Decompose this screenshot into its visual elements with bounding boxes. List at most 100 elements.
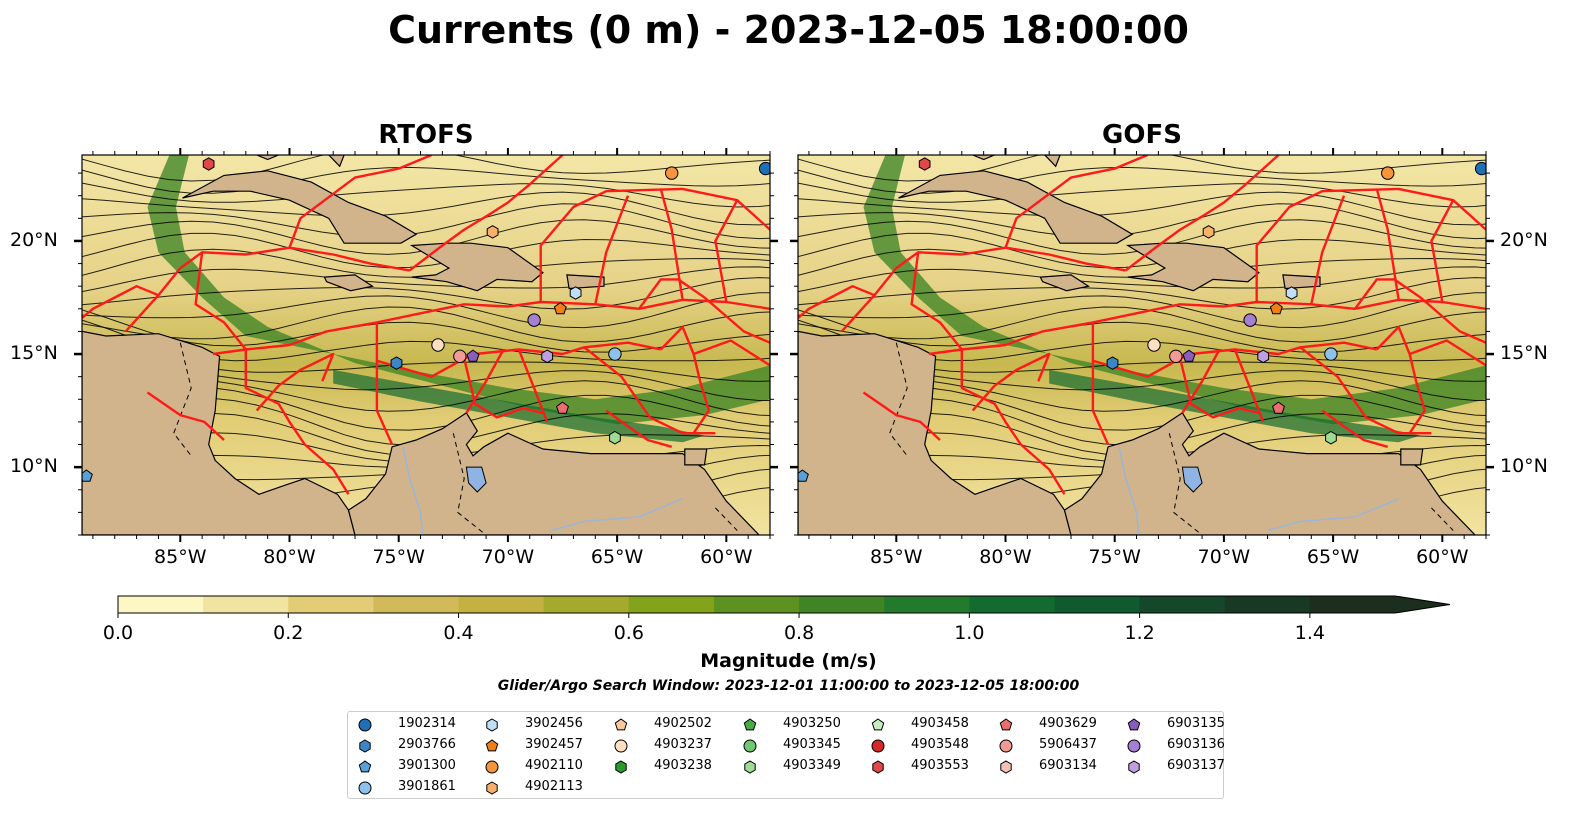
legend-marker-icon — [486, 781, 498, 795]
streamline — [82, 203, 770, 240]
border-line — [452, 433, 487, 535]
float-marker — [665, 166, 679, 180]
legend-marker — [1127, 739, 1141, 753]
legend-label: 4903458 — [911, 716, 969, 731]
colorbar-label: Magnitude (m/s) — [700, 650, 877, 672]
colorbar-segment — [543, 596, 630, 613]
colorbar-tick-label: 1.0 — [954, 622, 985, 644]
streamline — [82, 232, 770, 269]
legend-marker-icon — [614, 718, 628, 731]
land-cuba — [182, 170, 418, 244]
legend-label: 1902314 — [398, 716, 456, 731]
streamline — [82, 277, 770, 310]
streamline — [798, 266, 1486, 293]
eez-boundary — [1233, 349, 1265, 423]
legend-label: 4903629 — [1039, 716, 1097, 731]
legend-label: 3901861 — [398, 779, 456, 794]
border-line — [1168, 433, 1203, 535]
float-marker — [431, 338, 445, 352]
colorbar-tick-label: 0.0 — [102, 622, 134, 644]
legend-label: 6903136 — [1167, 737, 1225, 752]
eez-boundary — [659, 325, 710, 434]
legend-marker — [485, 739, 499, 752]
legend-marker — [1000, 760, 1012, 774]
eez-boundary — [82, 285, 159, 319]
legend-marker-icon — [744, 760, 756, 774]
colorbar-segment — [884, 596, 970, 613]
streamline — [82, 191, 770, 226]
eez-boundary — [693, 339, 770, 367]
legend-marker-icon — [359, 739, 371, 753]
legend-marker — [485, 760, 499, 774]
legend-marker-icon — [999, 718, 1013, 731]
legend-marker — [615, 760, 627, 774]
eez-boundary — [463, 358, 544, 419]
legend-marker — [871, 718, 885, 731]
colorbar-segment — [203, 596, 289, 613]
legend-marker-icon — [743, 739, 757, 753]
streamline — [798, 191, 1486, 226]
float-marker — [1285, 286, 1298, 300]
legend-label: 5906437 — [1039, 737, 1097, 752]
legend-label: 4903548 — [911, 737, 969, 752]
colorbar-tick-label: 0.8 — [783, 622, 815, 644]
river — [551, 498, 683, 532]
eez-boundary — [1375, 188, 1400, 300]
float-marker — [1147, 338, 1161, 352]
legend-marker-icon — [485, 760, 499, 774]
legend-marker-icon — [486, 718, 498, 732]
land-jamaica — [1039, 274, 1091, 292]
lat-tick-label: 20°N — [1500, 228, 1548, 251]
current-band — [863, 155, 1486, 425]
land-florida_tip — [972, 155, 995, 161]
land-jamaica — [323, 274, 375, 292]
streamline — [82, 155, 770, 182]
eez-boundary — [1124, 155, 1280, 272]
lat-tick-label: 10°N — [1500, 455, 1548, 478]
lat-tick-label: 15°N — [10, 342, 58, 365]
land-puertorico — [566, 274, 605, 290]
legend-marker — [872, 760, 884, 774]
eez-boundary — [960, 349, 1066, 495]
legend-label: 4902113 — [525, 779, 583, 794]
float-marker — [918, 157, 931, 171]
colorbar-tick-label: 1.4 — [1294, 622, 1325, 644]
eez-boundary — [1181, 348, 1221, 414]
colorbar-segment — [969, 596, 1055, 613]
river — [1267, 498, 1399, 532]
legend-marker-icon — [358, 760, 372, 773]
float-marker — [1169, 349, 1183, 364]
legend-marker-icon — [871, 718, 885, 731]
land-bahamas1 — [327, 155, 345, 168]
float-marker — [1257, 349, 1270, 364]
colorbar-segment — [1224, 596, 1311, 613]
eez-boundary — [255, 352, 335, 412]
legend-label: 4903345 — [783, 737, 841, 752]
border-line — [173, 342, 192, 457]
legend-label: 4903553 — [911, 758, 969, 773]
legend-marker — [743, 718, 757, 731]
colorbar-segment — [713, 596, 800, 613]
legend-label: 6903134 — [1039, 758, 1097, 773]
eez-boundary — [1004, 155, 1148, 249]
legend-marker-icon — [1127, 718, 1141, 731]
colorbar-segment — [458, 596, 545, 613]
legend-marker — [744, 760, 756, 774]
legend-marker-icon — [358, 718, 372, 732]
float-marker — [527, 313, 541, 327]
legend-marker — [999, 739, 1013, 753]
eez-boundary — [594, 195, 630, 305]
legend-label: 2903766 — [398, 737, 456, 752]
legend-marker-icon — [1000, 760, 1012, 774]
lon-tick-label: 85°W — [154, 546, 207, 568]
eez-boundary — [288, 155, 432, 249]
float-marker — [758, 161, 770, 176]
eez-boundary — [146, 391, 225, 441]
eez-boundary — [1430, 199, 1455, 303]
eez-boundary — [971, 352, 1051, 412]
colorbar-tick-label: 1.2 — [1124, 622, 1155, 644]
legend-marker — [358, 760, 372, 773]
colorbar-segment — [118, 596, 204, 613]
legend-label: 6903135 — [1167, 716, 1225, 731]
